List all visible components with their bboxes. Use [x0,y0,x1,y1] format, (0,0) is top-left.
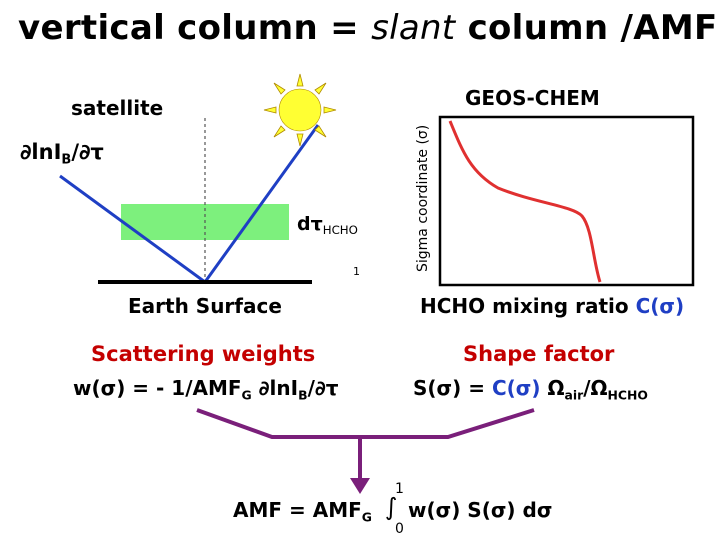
integral-sign: ∫ [385,493,398,521]
slide-title: vertical column = slant column /AMF [18,8,718,48]
scattering-weights-heading: Scattering weights [91,342,316,366]
optical-depth-label: dτHCHO [297,213,358,238]
profile-plot-frame [438,115,695,287]
model-label: GEOS-CHEM [465,86,600,110]
shape-factor-equation: S(σ) = C(σ) Ωair/ΩHCHO [413,376,648,403]
hcho-profile-curve [448,120,602,283]
shape-factor-heading: Shape factor [463,342,615,366]
earth-surface-label: Earth Surface [128,294,282,318]
sun-icon [263,73,337,147]
amf-equation-prefix: AMF = AMFG [233,498,372,525]
amf-integrand: w(σ) S(σ) dσ [408,498,553,522]
integral-upper-limit: 1 [395,481,404,497]
combine-arrow [196,408,535,478]
x-axis-label: HCHO mixing ratio C(σ) [420,294,685,318]
satellite-label: satellite [71,96,164,120]
marker-one: 1 [353,265,360,278]
integral-lower-limit: 0 [395,521,404,537]
y-axis-label: Sigma coordinate (σ) [415,124,431,272]
log-radiance-derivative: ∂lnIB/∂τ [20,140,104,168]
scattering-weights-equation: w(σ) = - 1/AMFG ∂lnIB/∂τ [73,376,339,403]
combine-arrowhead [350,478,370,494]
